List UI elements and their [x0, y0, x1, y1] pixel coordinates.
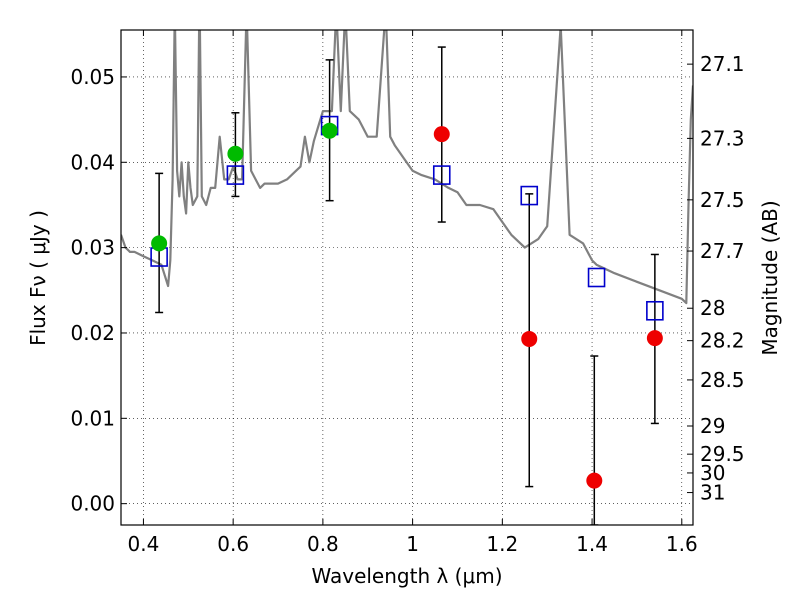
non-detection-point	[586, 472, 603, 489]
mag-tick-label: 29	[700, 414, 725, 438]
mag-tick-label: 27.3	[700, 126, 745, 150]
y-tick-label: 0.02	[70, 321, 115, 345]
model-square	[226, 165, 245, 185]
model-square	[520, 185, 539, 206]
grid	[121, 30, 693, 525]
x-tick-label: 1.2	[486, 532, 518, 556]
x-tick-label: 1.4	[576, 532, 608, 556]
mag-tick-label: 29.5	[700, 442, 745, 466]
mag-tick-label: 28.5	[700, 368, 745, 392]
detection-point	[227, 145, 244, 162]
mag-tick-label: 27.5	[700, 188, 745, 212]
x-tick-label: 1	[406, 532, 419, 556]
model-square	[587, 267, 606, 288]
x-tick-label: 0.8	[307, 532, 339, 556]
y-axis-label: Flux Fν ( μJy )	[26, 210, 50, 346]
model-square	[646, 300, 664, 321]
mag-tick-label: 30	[700, 461, 725, 485]
axis-ticks: 0.4 0.6 0.8 1 1.2 1.4 1.6 0.00 0.01 0.02 0.03 0.04 0…	[70, 30, 745, 556]
mag-tick-label: 27.1	[700, 52, 745, 76]
right-axis-label: Magnitude (AB)	[758, 200, 782, 355]
non-detection-point	[433, 126, 450, 143]
mag-tick-label: 31	[700, 481, 725, 505]
y-tick-label: 0.00	[70, 492, 115, 516]
non-detection-point	[521, 330, 538, 347]
detection-point	[151, 235, 168, 252]
x-tick-label: 0.4	[128, 532, 160, 556]
mag-tick-label: 28	[700, 296, 725, 320]
plot-series	[121, 30, 693, 525]
non-detection-point	[646, 330, 663, 347]
mag-tick-label: 28.2	[700, 329, 745, 353]
y-tick-label: 0.01	[70, 406, 115, 430]
x-tick-label: 0.6	[217, 532, 249, 556]
detection-point	[321, 122, 338, 139]
x-tick-label: 1.6	[666, 532, 698, 556]
model-square	[432, 165, 451, 185]
spectrum-line	[121, 30, 693, 305]
mag-tick-label: 27.7	[700, 239, 745, 263]
y-tick-label: 0.03	[70, 236, 115, 260]
x-axis-label: Wavelength λ (μm)	[311, 564, 502, 588]
plot-frame	[120, 29, 694, 526]
y-tick-label: 0.05	[70, 65, 115, 89]
y-tick-label: 0.04	[70, 150, 115, 174]
